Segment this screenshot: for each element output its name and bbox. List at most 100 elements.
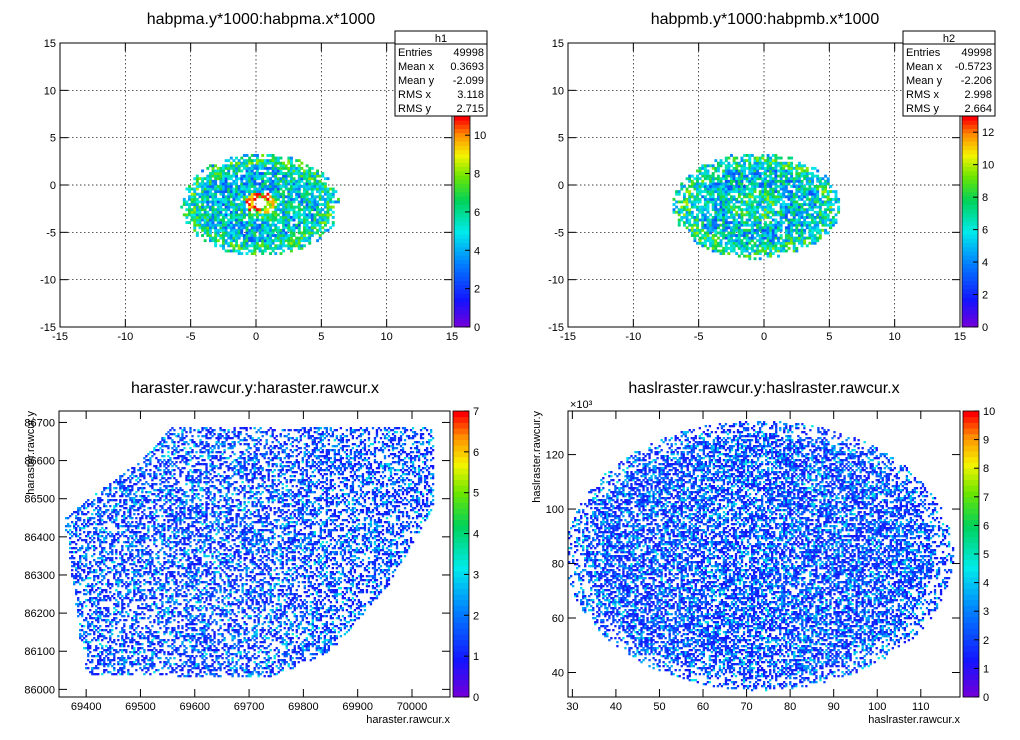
y-tick-label: 0	[558, 180, 564, 192]
y-tick-label: 5	[50, 133, 56, 145]
heatmap-cells	[65, 427, 435, 678]
x-tick-label: 10	[381, 331, 393, 343]
palette-tick-label: 7	[473, 406, 479, 418]
y-tick-label: -5	[554, 227, 564, 239]
y-tick-label: 120	[546, 450, 564, 462]
palette-tick-label: 8	[474, 169, 480, 181]
x-tick-label: 70	[740, 701, 752, 713]
panel-2: habpmb.y*1000:habpmb.x*1000 -15 -10 -5 0 5 10 1…	[548, 11, 996, 343]
palette-tick-label: 1	[473, 651, 479, 663]
palette-tick-label: 2	[982, 290, 988, 302]
stats-label: Mean y	[906, 75, 943, 87]
palette-tick-label: 10	[982, 160, 994, 172]
x-tick-label: 69700	[234, 701, 265, 713]
palette-tick-label: 6	[982, 225, 988, 237]
y-tick-label: 86100	[24, 646, 55, 658]
x-tick-label: 0	[761, 331, 767, 343]
y-tick-label: 86300	[24, 570, 55, 582]
palette-tick-label: 5	[473, 488, 479, 500]
color-palette: 0 2 4 6 8 10 12	[961, 115, 994, 334]
y-tick-label: -5	[46, 227, 56, 239]
x-tick-label: -10	[625, 331, 641, 343]
color-palette: 0 1 2 3 4 5 6 7 8 9 10	[962, 406, 995, 704]
y-tick-label: -10	[548, 275, 564, 287]
panel-title: haslraster.rawcur.y:haslraster.rawcur.x	[628, 380, 899, 397]
stats-label: Mean x	[398, 61, 435, 73]
x-axis-label: haslraster.rawcur.x	[868, 714, 960, 726]
palette-tick-label: 3	[983, 606, 989, 618]
palette-tick-label: 4	[982, 257, 988, 269]
stats-label: RMS y	[906, 103, 940, 115]
x-tick-label: 10	[889, 331, 901, 343]
palette-tick-label: 2	[473, 610, 479, 622]
stats-label: Mean x	[906, 61, 943, 73]
heatmap-cells	[180, 154, 340, 256]
heatmap-cells	[672, 154, 841, 261]
x-tick-label: 90	[828, 701, 840, 713]
x-tick-label: -5	[694, 331, 704, 343]
stats-name: h1	[435, 33, 447, 45]
plot-frame	[58, 410, 451, 698]
y-tick-label: 0	[50, 180, 56, 192]
palette-tick-label: 6	[473, 447, 479, 459]
color-palette: 0 1 2 3 4 5 6 7	[452, 406, 479, 704]
stats-value: -2.099	[453, 75, 484, 87]
x-tick-label: 80	[784, 701, 796, 713]
x-tick-label: 15	[954, 331, 966, 343]
palette-tick-label: 12	[982, 127, 994, 139]
panel-title: habpma.y*1000:habpma.x*1000	[147, 11, 376, 28]
palette-tick-label: 6	[474, 207, 480, 219]
palette-tick-label: 7	[983, 492, 989, 504]
y-tick-label: 86700	[24, 417, 55, 429]
stats-frame	[902, 30, 996, 117]
x-axis-label: haraster.rawcur.x	[366, 714, 450, 726]
y-tick-label: 80	[552, 559, 564, 571]
stats-value: 49998	[453, 47, 484, 59]
y-tick-label: 86000	[24, 684, 55, 696]
palette-tick-label: 2	[983, 635, 989, 647]
panel-title: haraster.rawcur.y:haraster.rawcur.x	[131, 380, 379, 397]
palette-tick-label: 10	[474, 130, 486, 142]
x-tick-label: 50	[653, 701, 665, 713]
palette-tick-label: 8	[983, 463, 989, 475]
stats-label: RMS y	[398, 103, 432, 115]
palette-tick-label: 6	[983, 520, 989, 532]
y-tick-label: 100	[546, 504, 564, 516]
stats-value: 0.3693	[450, 61, 484, 73]
x-tick-label: 5	[826, 331, 832, 343]
stats-value: -2.206	[961, 75, 992, 87]
stats-label: Entries	[398, 47, 433, 59]
x-tick-label: 100	[868, 701, 886, 713]
x-tick-label: 60	[697, 701, 709, 713]
x-tick-label: 70000	[397, 701, 428, 713]
x-tick-label: 69800	[288, 701, 319, 713]
y-axis-label: haslraster.rawcur.y	[531, 411, 543, 503]
y-tick-label: -15	[548, 322, 564, 334]
y-tick-label: -10	[40, 275, 56, 287]
x-tick-label: -15	[560, 331, 576, 343]
stats-value: 49998	[961, 47, 992, 59]
palette-tick-label: 1	[983, 663, 989, 675]
palette-tick-label: 5	[983, 549, 989, 561]
stats-label: RMS x	[906, 89, 940, 101]
palette-tick-label: 0	[473, 692, 479, 704]
palette-tick-label: 10	[983, 406, 995, 418]
stats-label: Mean y	[398, 75, 435, 87]
x-tick-label: 69400	[71, 701, 102, 713]
x-tick-label: 69900	[342, 701, 373, 713]
x-tick-label: -15	[52, 331, 68, 343]
palette-tick-label: 4	[983, 578, 989, 590]
stats-value: 2.664	[964, 103, 992, 115]
stats-name: h2	[943, 33, 955, 45]
x-tick-label: 40	[610, 701, 622, 713]
panel-title: habpmb.y*1000:habpmb.x*1000	[651, 11, 880, 28]
x-tick-label: 69500	[125, 701, 156, 713]
palette-tick-label: 9	[983, 435, 989, 447]
y-tick-label: -15	[40, 322, 56, 334]
color-palette: 0 2 4 6 8 10	[453, 115, 486, 334]
palette-tick-label: 4	[474, 245, 480, 257]
palette-tick-label: 3	[473, 569, 479, 581]
